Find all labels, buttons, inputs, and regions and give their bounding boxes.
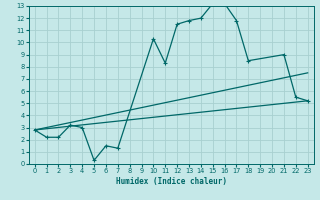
X-axis label: Humidex (Indice chaleur): Humidex (Indice chaleur)	[116, 177, 227, 186]
